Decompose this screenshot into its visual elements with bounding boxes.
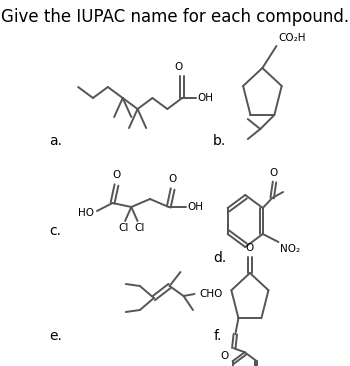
Text: a.: a. [49,134,62,148]
Text: O: O [112,170,121,180]
Text: O: O [174,62,182,72]
Text: e.: e. [49,329,62,343]
Text: Cl: Cl [134,223,144,233]
Text: O: O [221,351,229,361]
Text: CO₂H: CO₂H [278,33,306,43]
Text: O: O [246,243,254,253]
Text: Cl: Cl [118,223,129,233]
Text: d.: d. [213,251,226,265]
Text: Give the IUPAC name for each compound.: Give the IUPAC name for each compound. [1,8,349,26]
Text: OH: OH [197,93,213,103]
Text: O: O [169,174,177,184]
Text: c.: c. [49,224,61,238]
Text: OH: OH [188,202,203,212]
Text: b.: b. [213,134,226,148]
Text: f.: f. [213,329,222,343]
Text: HO: HO [78,208,94,218]
Text: NO₂: NO₂ [280,244,300,254]
Text: O: O [270,168,278,178]
Text: CHO: CHO [199,289,223,299]
